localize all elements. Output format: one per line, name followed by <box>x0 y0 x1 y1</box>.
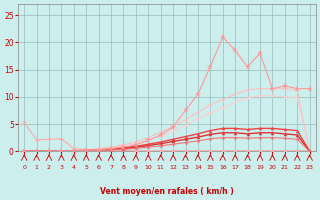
X-axis label: Vent moyen/en rafales ( km/h ): Vent moyen/en rafales ( km/h ) <box>100 187 234 196</box>
